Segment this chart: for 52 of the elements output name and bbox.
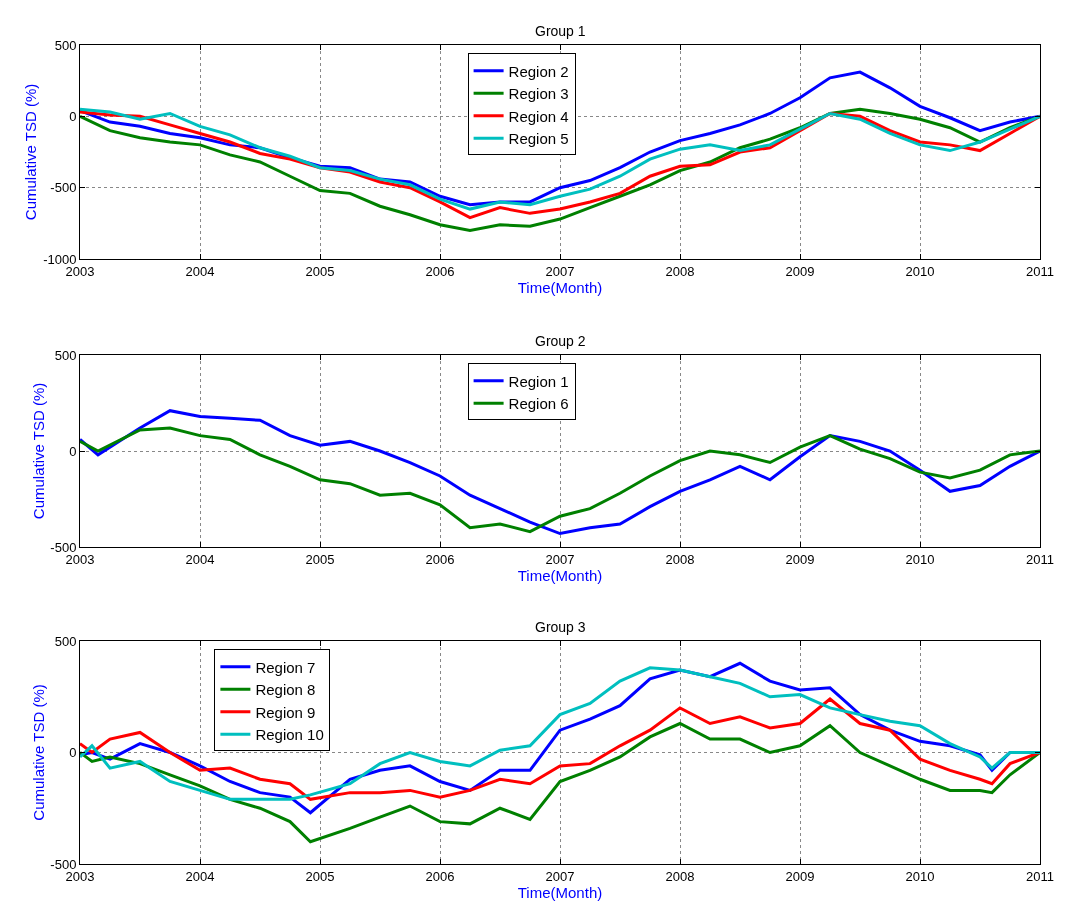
x-tick-label: 2006: [425, 868, 455, 884]
y-tick-label: 0: [69, 108, 77, 124]
x-tick-label: 2009: [785, 551, 815, 567]
legend-label: Region 1: [508, 372, 569, 390]
legend-label: Region 10: [255, 726, 324, 744]
x-tick-label: 2006: [425, 263, 455, 279]
y-tick-label: 0: [69, 745, 77, 761]
y-tick-label: 500: [54, 633, 77, 649]
x-tick-label: 2010: [905, 263, 935, 279]
x-tick-label: 2008: [665, 263, 695, 279]
y-tick-label: 500: [54, 37, 77, 53]
x-tick-label: 2004: [185, 868, 215, 884]
x-tick-label: 2009: [785, 868, 815, 884]
y-tick-label: 500: [54, 347, 77, 363]
x-tick-label: 2011: [1026, 551, 1054, 567]
legend-label: Region 3: [508, 85, 569, 103]
x-tick-label: 2011: [1026, 868, 1054, 884]
x-tick-label: 2010: [905, 551, 935, 567]
x-tick-label: 2005: [305, 868, 335, 884]
x-tick-label: 2007: [545, 263, 575, 279]
x-tick-label: 2004: [185, 263, 215, 279]
x-axis-title: Time(Month): [517, 883, 603, 901]
x-tick-label: 2007: [545, 868, 575, 884]
y-axis-title: Cumulative TSD (%): [29, 684, 47, 821]
x-tick-label: 2007: [545, 551, 575, 567]
x-tick-label: 2011: [1026, 263, 1054, 279]
y-axis-title: Cumulative TSD (%): [22, 83, 40, 221]
x-tick-label: 2005: [305, 551, 335, 567]
y-axis-title: Cumulative TSD (%): [29, 382, 47, 520]
x-tick-label: 2006: [425, 551, 455, 567]
x-tick-label: 2008: [665, 551, 695, 567]
y-tick-label: 0: [69, 443, 77, 459]
x-axis-title: Time(Month): [517, 278, 603, 296]
legend-label: Region 5: [508, 130, 569, 148]
chart-title: Group 2: [535, 333, 586, 349]
line-series: [80, 722, 1040, 844]
legend-label: Region 4: [508, 107, 569, 125]
x-tick-label: 2009: [785, 263, 815, 279]
legend-label: Region 9: [255, 703, 316, 721]
y-tick-label: -500: [50, 180, 77, 196]
chart-title: Group 3: [535, 619, 586, 635]
legend-label: Region 8: [255, 681, 316, 699]
legend-label: Region 6: [508, 395, 569, 413]
x-tick-label: 2010: [905, 868, 935, 884]
x-tick-label: 2005: [305, 263, 335, 279]
chart-title: Group 1: [535, 23, 586, 39]
x-tick-label: 2004: [185, 551, 215, 567]
legend-label: Region 2: [508, 62, 569, 80]
x-axis-title: Time(Month): [517, 566, 603, 584]
line-series: [80, 697, 1040, 801]
x-tick-label: 2008: [665, 868, 695, 884]
legend-label: Region 7: [255, 658, 316, 676]
